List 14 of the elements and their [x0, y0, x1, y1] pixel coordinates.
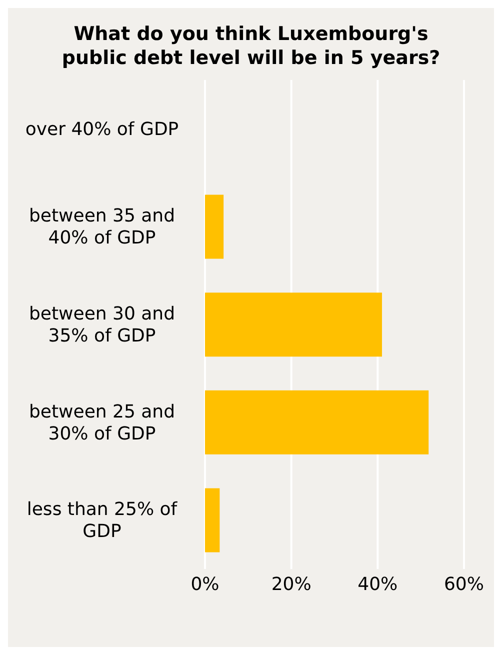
x-tick-label: 20% — [271, 574, 312, 595]
y-tick-label: between 25 and 30% of GDP — [28, 400, 176, 444]
y-tick-label: over 40% of GDP — [25, 118, 179, 140]
y-tick-label: between 30 and 35% of GDP — [28, 303, 176, 346]
chart-title: What do you think Luxembourg's public debt level will be in 5 years? — [60, 22, 442, 70]
y-tick-label: between 35 and 40% of GDP — [28, 205, 176, 248]
bar — [205, 390, 429, 454]
bar — [205, 194, 224, 259]
x-tick-label: 40% — [358, 574, 398, 595]
bar — [205, 488, 220, 552]
x-tick-label: 0% — [190, 574, 220, 595]
x-tick-label: 60% — [444, 574, 484, 595]
bar — [205, 292, 382, 357]
y-tick-label: less than 25% of GDP — [26, 498, 178, 542]
